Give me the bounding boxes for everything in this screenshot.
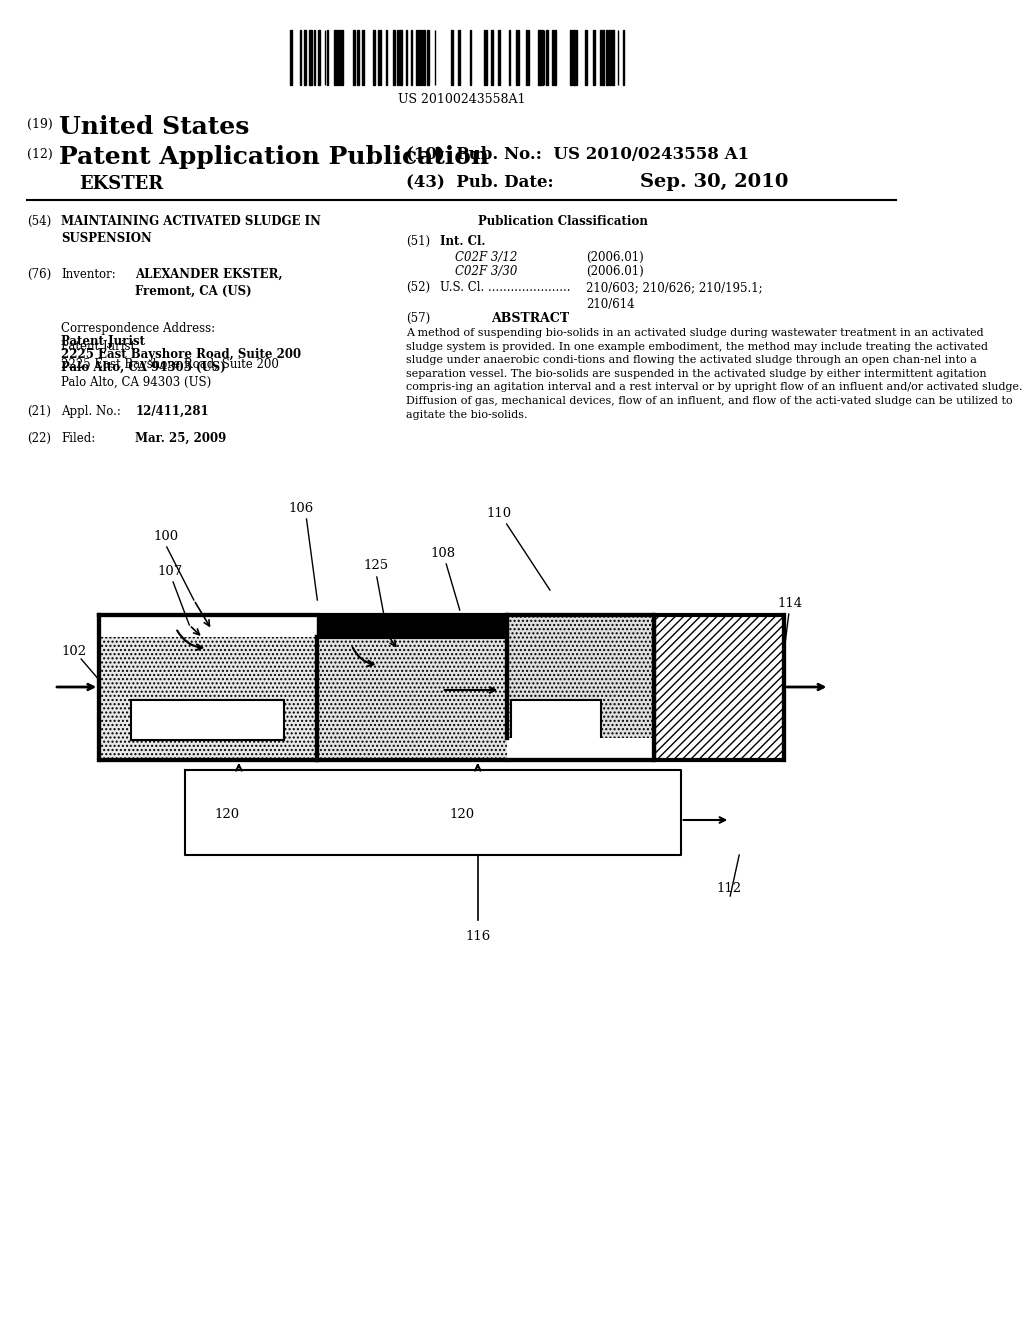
Bar: [318, 30, 321, 84]
Text: United States: United States: [58, 115, 249, 139]
Text: 106: 106: [289, 502, 313, 515]
Bar: [396, 30, 398, 84]
Bar: [99, 615, 317, 760]
Bar: [309, 30, 312, 84]
Bar: [507, 738, 653, 760]
Text: C02F 3/12: C02F 3/12: [456, 251, 517, 264]
Text: (10)  Pub. No.:  US 2010/0243558 A1: (10) Pub. No.: US 2010/0243558 A1: [406, 145, 749, 162]
Text: (19): (19): [27, 117, 53, 131]
Bar: [653, 615, 784, 760]
Bar: [317, 638, 507, 760]
Text: US 20100243558A1: US 20100243558A1: [397, 92, 525, 106]
Bar: [335, 30, 337, 84]
Bar: [516, 30, 517, 84]
Text: C02F 3/30: C02F 3/30: [456, 265, 517, 279]
Text: 12/411,281: 12/411,281: [135, 405, 209, 418]
Bar: [341, 30, 343, 84]
Text: A method of suspending bio-solids in an activated sludge during wastewater treat: A method of suspending bio-solids in an …: [406, 327, 1022, 420]
Bar: [569, 30, 571, 84]
Bar: [554, 30, 556, 84]
Bar: [606, 30, 607, 84]
Text: Palo Alto, CA 94303 (US): Palo Alto, CA 94303 (US): [61, 360, 226, 374]
Text: (2006.01): (2006.01): [586, 251, 644, 264]
Bar: [539, 30, 541, 84]
Bar: [373, 30, 375, 84]
Bar: [362, 30, 365, 84]
Text: Patent Application Publication: Patent Application Publication: [58, 145, 488, 169]
Text: 110: 110: [486, 507, 512, 520]
Text: Appl. No.:: Appl. No.:: [61, 405, 121, 418]
Bar: [99, 615, 317, 638]
Bar: [131, 700, 284, 741]
Bar: [338, 30, 340, 84]
Bar: [573, 30, 575, 84]
Bar: [99, 615, 317, 760]
Bar: [317, 615, 507, 638]
Text: ALEXANDER EKSTER,
Fremont, CA (US): ALEXANDER EKSTER, Fremont, CA (US): [135, 268, 283, 298]
Bar: [612, 30, 614, 84]
Text: 2225 East Bayshore Road, Suite 200: 2225 East Bayshore Road, Suite 200: [61, 348, 301, 360]
Bar: [507, 615, 653, 738]
Text: Patent Jurist: Patent Jurist: [61, 335, 145, 348]
Text: (51): (51): [406, 235, 430, 248]
Text: Correspondence Address:
Patent Jurist
2225 East Bayshore Road, Suite 200
Palo Al: Correspondence Address: Patent Jurist 22…: [61, 322, 280, 389]
Text: 100: 100: [154, 531, 178, 543]
Text: (2006.01): (2006.01): [586, 265, 644, 279]
Text: (54): (54): [27, 215, 51, 228]
Text: (43)  Pub. Date:: (43) Pub. Date:: [406, 173, 553, 190]
Text: 210/603; 210/626; 210/195.1;
210/614: 210/603; 210/626; 210/195.1; 210/614: [586, 281, 763, 312]
Text: Mar. 25, 2009: Mar. 25, 2009: [135, 432, 226, 445]
Text: 120: 120: [215, 808, 240, 821]
Bar: [399, 30, 402, 84]
Bar: [304, 30, 305, 84]
Text: 120: 120: [449, 808, 474, 821]
Text: (76): (76): [27, 268, 51, 281]
Text: (22): (22): [27, 432, 51, 445]
Text: 116: 116: [465, 931, 490, 942]
Bar: [593, 30, 595, 84]
Text: 125: 125: [364, 558, 388, 572]
Text: Filed:: Filed:: [61, 432, 95, 445]
Text: Publication Classification: Publication Classification: [478, 215, 647, 228]
Text: 112: 112: [717, 882, 741, 895]
Text: Inventor:: Inventor:: [61, 268, 116, 281]
Bar: [602, 30, 604, 84]
Text: 107: 107: [158, 565, 183, 578]
Bar: [357, 30, 358, 84]
Bar: [585, 30, 587, 84]
Text: (52): (52): [406, 281, 430, 294]
Bar: [546, 30, 548, 84]
Text: (57): (57): [406, 312, 430, 325]
Text: U.S. Cl. ......................: U.S. Cl. ......................: [440, 281, 570, 294]
Bar: [498, 30, 501, 84]
Bar: [290, 30, 292, 84]
Text: MAINTAINING ACTIVATED SLUDGE IN
SUSPENSION: MAINTAINING ACTIVATED SLUDGE IN SUSPENSI…: [61, 215, 322, 246]
Bar: [511, 700, 601, 741]
Bar: [525, 30, 527, 84]
Bar: [609, 30, 611, 84]
Bar: [427, 30, 429, 84]
Bar: [418, 30, 420, 84]
Text: Int. Cl.: Int. Cl.: [440, 235, 485, 248]
Bar: [393, 30, 395, 84]
Text: Sep. 30, 2010: Sep. 30, 2010: [640, 173, 788, 191]
Text: (12): (12): [27, 148, 53, 161]
Bar: [406, 30, 408, 84]
Bar: [353, 30, 355, 84]
Bar: [507, 615, 653, 738]
Text: 102: 102: [61, 645, 86, 657]
Text: 108: 108: [431, 546, 456, 560]
Bar: [317, 638, 507, 760]
Bar: [492, 30, 494, 84]
Bar: [451, 30, 454, 84]
Text: (21): (21): [27, 405, 51, 418]
Text: ABSTRACT: ABSTRACT: [492, 312, 569, 325]
Bar: [423, 30, 426, 84]
Text: EKSTER: EKSTER: [79, 176, 164, 193]
Text: 114: 114: [777, 597, 802, 610]
Bar: [458, 30, 460, 84]
